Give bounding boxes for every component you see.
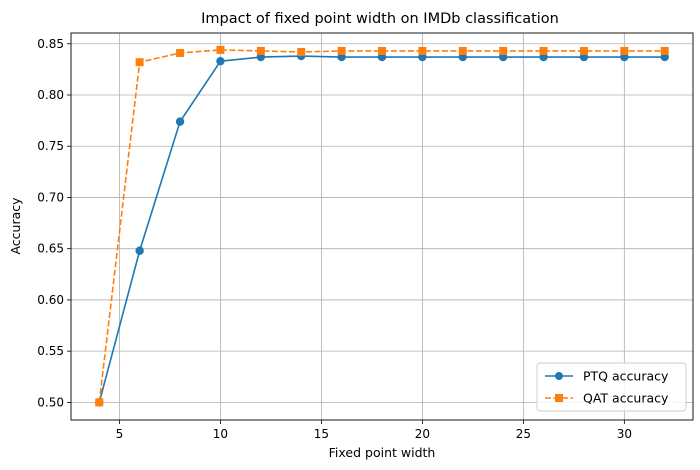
data-point: [539, 46, 548, 55]
data-point: [498, 52, 508, 62]
x-tick-label: 25: [516, 427, 531, 441]
data-point: [579, 52, 589, 62]
series-layer: [95, 45, 669, 407]
x-tick-label: 10: [213, 427, 228, 441]
data-point: [418, 46, 427, 55]
x-tick-label: 20: [415, 427, 430, 441]
data-point: [579, 46, 588, 55]
data-point: [458, 46, 467, 55]
y-tick-label: 0.70: [37, 190, 64, 204]
data-point: [256, 46, 265, 55]
chart-title: Impact of fixed point width on IMDb clas…: [201, 11, 559, 27]
x-axis-label: Fixed point width: [329, 445, 436, 460]
x-tick-label: 15: [314, 427, 329, 441]
data-point: [378, 46, 386, 55]
legend-box: [536, 362, 687, 412]
legend: PTQ accuracy QAT accuracy: [536, 362, 687, 412]
data-point: [256, 52, 266, 62]
y-tick-label: 0.50: [37, 395, 64, 409]
x-tick-label: 30: [617, 427, 632, 441]
legend-label: PTQ accuracy: [583, 369, 669, 384]
y-axis-label: Accuracy: [8, 197, 23, 255]
legend-marker: [555, 394, 563, 402]
data-point: [297, 47, 306, 56]
data-point: [216, 45, 225, 54]
series-qat-accuracy: [95, 45, 669, 407]
y-tick-label: 0.55: [37, 344, 64, 358]
data-point: [499, 46, 508, 55]
data-point: [418, 52, 427, 62]
data-point: [175, 117, 185, 126]
grid-lines: [71, 33, 693, 420]
y-tick-label: 0.65: [37, 242, 64, 256]
data-point: [337, 46, 346, 55]
data-point: [95, 398, 104, 407]
data-point: [135, 246, 144, 255]
data-point: [660, 52, 669, 62]
data-point: [337, 52, 346, 62]
data-point: [660, 46, 669, 55]
legend-marker: [555, 372, 563, 380]
y-tick-label: 0.75: [37, 139, 64, 153]
data-point: [620, 52, 629, 62]
y-tick-label: 0.85: [37, 37, 64, 51]
series-line: [98, 49, 665, 403]
data-point: [216, 56, 225, 66]
x-tick-label: 5: [116, 427, 124, 441]
y-tick-label: 0.60: [37, 293, 64, 307]
data-point: [377, 52, 387, 62]
data-point: [135, 58, 144, 67]
data-point: [539, 52, 548, 62]
data-point: [458, 52, 467, 62]
y-tick-label: 0.80: [37, 88, 64, 102]
data-point: [176, 48, 185, 57]
axis-ticks: 5 10 15 20 25 30 0.50 0.55 0.60 0.65 0.70 0.75 0.80 0…: [37, 37, 632, 441]
series-ptq-accuracy: [95, 51, 669, 407]
data-point: [620, 46, 629, 55]
legend-label: QAT accuracy: [583, 391, 669, 406]
plot-frame: [70, 32, 694, 421]
